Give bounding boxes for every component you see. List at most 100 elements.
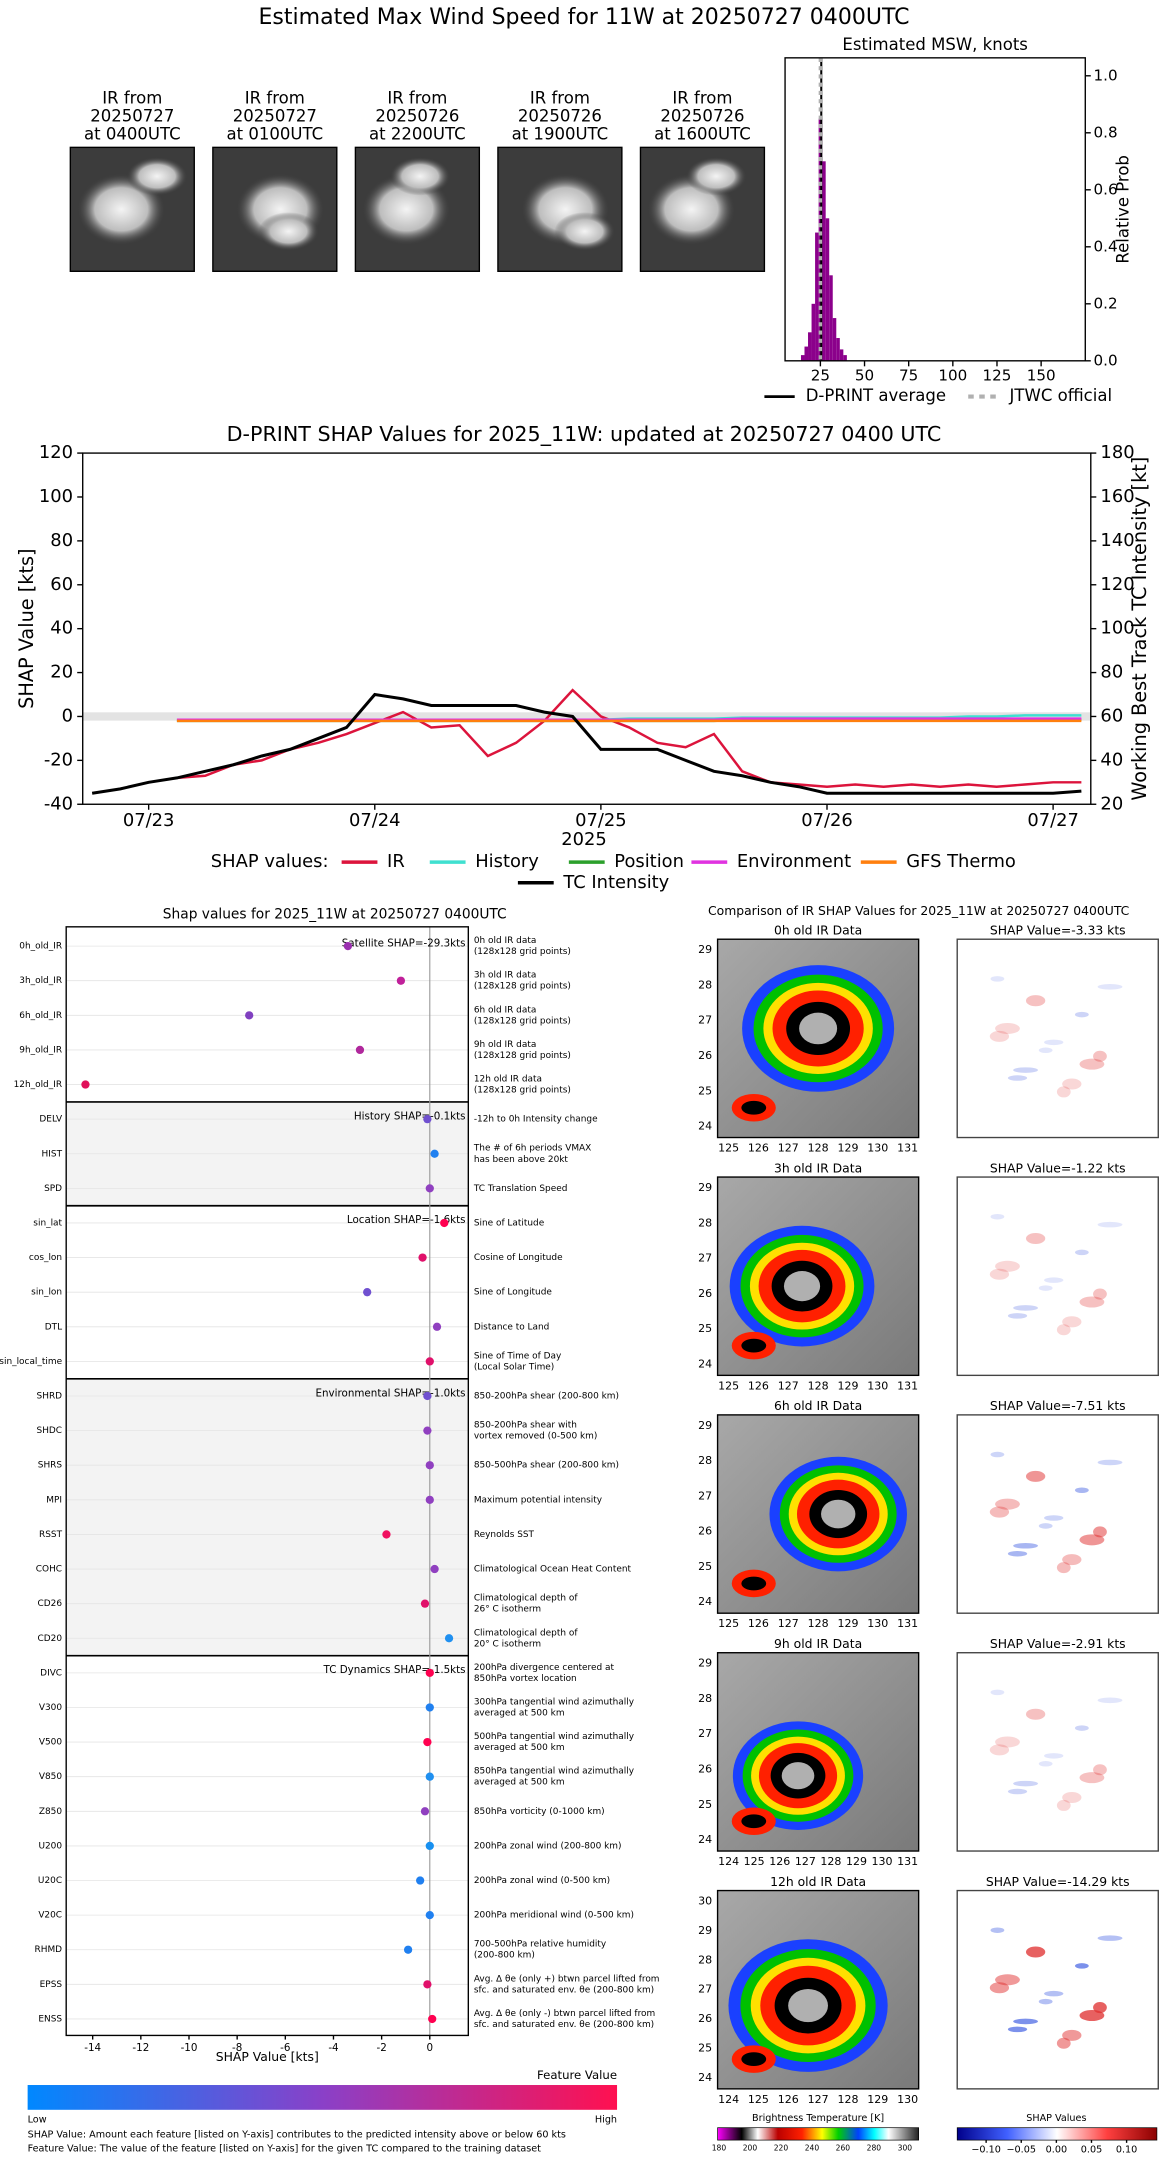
footnote: SHAP Value: Amount each feature [listed …	[28, 2130, 566, 2141]
y2-tick-label: 180	[1100, 442, 1134, 463]
feature-description: 200hPa divergence centered at	[474, 1663, 615, 1673]
shap-blob	[1038, 1047, 1053, 1054]
feature-name: 0h_old_IR	[19, 942, 62, 952]
map-x-tick: 126	[748, 1617, 769, 1630]
shap-blob	[1062, 1791, 1082, 1803]
shap-map	[956, 1889, 1159, 2090]
feature-description: vortex removed (0-500 km)	[474, 1432, 598, 1442]
shap-blob	[1044, 1277, 1064, 1283]
legend-label: D-PRINT average	[806, 386, 946, 405]
feature-description: Distance to Land	[474, 1322, 550, 1332]
map-x-tick: 130	[867, 1379, 888, 1392]
shap-blob	[1097, 1697, 1123, 1704]
ir-blob	[741, 2052, 767, 2067]
shap-blob	[1007, 2026, 1028, 2033]
bar	[822, 161, 826, 361]
feature-name: U20C	[38, 1876, 62, 1886]
group-label: History SHAP=-0.1kts	[354, 1110, 466, 1122]
map-y-tick: 25	[698, 1798, 712, 1811]
shap-blob	[1044, 1753, 1064, 1759]
feature-description: 850-200hPa shear (200-800 km)	[474, 1392, 619, 1402]
colorbar-tick: 0.00	[1046, 2145, 1067, 2156]
map-x-tick: 130	[897, 2093, 918, 2106]
feature-name: DTL	[45, 1322, 62, 1332]
legend-label: History	[475, 851, 539, 872]
shap-map-title: SHAP Value=-2.91 kts	[990, 1636, 1126, 1651]
feature-name: cos_lon	[29, 1253, 62, 1263]
shap-blob	[989, 1982, 1010, 1994]
shap-dot	[81, 1080, 90, 1089]
feature-description: Maximum potential intensity	[474, 1495, 603, 1505]
feature-name: DIVC	[40, 1668, 62, 1678]
y-tick-label: -20	[44, 749, 73, 770]
x-tick-label: -4	[328, 2042, 338, 2054]
shap-dot	[430, 1564, 439, 1574]
shap-dot	[423, 1426, 432, 1435]
feature-description: TC Translation Speed	[473, 1184, 568, 1194]
x-tick-label: 07/24	[349, 810, 401, 831]
ir-blob	[741, 1338, 767, 1353]
shap-blob	[1097, 1935, 1123, 1941]
shap-blob	[1044, 1515, 1064, 1521]
ir-panel-caption: IR from	[530, 89, 590, 108]
bar	[811, 303, 816, 361]
shap-blob	[1025, 995, 1046, 1007]
plot-frame	[82, 452, 1092, 805]
map-y-tick: 25	[698, 1322, 712, 1335]
shap-map	[956, 1414, 1159, 1614]
feature-name: SPD	[44, 1184, 62, 1194]
map-y-tick: 27	[698, 1983, 712, 1996]
map-x-tick: 127	[808, 2093, 829, 2106]
group-label: Satellite SHAP=-29.3kts	[342, 937, 466, 949]
shap-dot	[420, 1599, 430, 1608]
colorbar-low: Low	[28, 2114, 47, 2125]
feature-description: 20° C isotherm	[474, 1639, 541, 1649]
ir-panel-caption: IR from	[245, 89, 305, 108]
feature-description: 300hPa tangential wind azimuthally	[474, 1697, 635, 1707]
shap-blob	[1097, 1459, 1123, 1466]
x-tick-label: 07/27	[1027, 810, 1079, 831]
feature-description: (Local Solar Time)	[474, 1362, 554, 1372]
bar	[808, 332, 812, 361]
legend-label: JTWC official	[1009, 386, 1113, 405]
map-y-tick: 28	[698, 1953, 712, 1966]
map-x-tick: 129	[837, 1379, 858, 1392]
feature-description: 200hPa zonal wind (0-500 km)	[474, 1876, 610, 1886]
map-y-tick: 25	[698, 2041, 712, 2054]
shap-blob	[1093, 1050, 1107, 1062]
shap-dot	[423, 1391, 432, 1401]
shap-blob	[1074, 1487, 1089, 1493]
ir-map-title: 9h old IR Data	[774, 1636, 862, 1651]
group-label: Location SHAP=-1.6kts	[347, 1214, 466, 1226]
map-x-tick: 130	[867, 1142, 888, 1155]
map-x-tick: 126	[748, 1142, 769, 1155]
map-y-tick: 27	[698, 1727, 712, 1740]
y2-axis-label: Working Best Track TC Intensity [kt]	[1128, 457, 1151, 801]
shap-dot	[420, 1807, 430, 1816]
feature-description: 850hPa tangential wind azimuthally	[474, 1767, 635, 1777]
y2-tick-label: 160	[1100, 486, 1134, 507]
y-axis-label: Relative Prob	[1113, 155, 1132, 264]
feature-description: averaged at 500 km	[474, 1778, 565, 1788]
map-x-tick: 128	[808, 1617, 829, 1630]
feature-description: 850-500hPa shear (200-800 km)	[474, 1461, 619, 1471]
shap-blob	[1044, 1990, 1064, 1997]
map-y-tick: 24	[698, 1357, 712, 1370]
legend-label: Position	[614, 851, 684, 872]
x-tick-label: 150	[1027, 366, 1056, 384]
ir-panel-caption: 20250727	[233, 107, 317, 126]
y2-tick-label: 80	[1100, 662, 1123, 683]
shap-blob	[1007, 1788, 1028, 1795]
ir-blob	[788, 1988, 828, 2023]
legend-label: IR	[387, 851, 405, 872]
shap-dot	[425, 1184, 434, 1193]
colorbar-label: SHAP Values	[1026, 2113, 1086, 2124]
chart-title: Shap values for 2025_11W at 20250727 040…	[163, 906, 507, 922]
ir-blob	[799, 1012, 838, 1045]
shap-dot	[423, 1737, 432, 1747]
shap-dot	[363, 1288, 372, 1297]
y-tick-label: 0.8	[1094, 123, 1118, 141]
bar	[804, 346, 809, 361]
y-tick-label: -40	[44, 793, 73, 814]
shap-blob	[1013, 1067, 1038, 1073]
